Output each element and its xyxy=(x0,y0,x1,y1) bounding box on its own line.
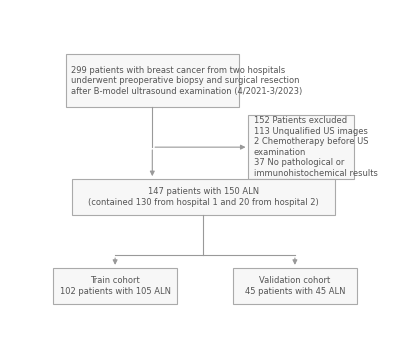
Text: 102 patients with 105 ALN: 102 patients with 105 ALN xyxy=(60,287,171,296)
Text: underwent preoperative biopsy and surgical resection: underwent preoperative biopsy and surgic… xyxy=(71,76,300,85)
FancyBboxPatch shape xyxy=(248,115,354,179)
Text: 152 Patients excluded: 152 Patients excluded xyxy=(254,116,347,125)
FancyBboxPatch shape xyxy=(66,54,239,107)
FancyBboxPatch shape xyxy=(72,179,335,215)
Text: Train cohort: Train cohort xyxy=(90,276,140,285)
Text: immunohistochemical results: immunohistochemical results xyxy=(254,169,378,178)
FancyBboxPatch shape xyxy=(53,268,177,304)
Text: after B-model ultrasound examination (4/2021-3/2023): after B-model ultrasound examination (4/… xyxy=(71,87,302,96)
Text: Validation cohort: Validation cohort xyxy=(259,276,330,285)
Text: examination: examination xyxy=(254,148,306,157)
Text: 2 Chemotherapy before US: 2 Chemotherapy before US xyxy=(254,138,368,147)
Text: 147 patients with 150 ALN: 147 patients with 150 ALN xyxy=(148,187,259,196)
Text: 299 patients with breast cancer from two hospitals: 299 patients with breast cancer from two… xyxy=(71,66,285,75)
Text: 45 patients with 45 ALN: 45 patients with 45 ALN xyxy=(245,287,345,296)
Text: 37 No pathological or: 37 No pathological or xyxy=(254,158,344,167)
FancyBboxPatch shape xyxy=(233,268,357,304)
Text: 113 Unqualified US images: 113 Unqualified US images xyxy=(254,127,368,136)
Text: (contained 130 from hospital 1 and 20 from hospital 2): (contained 130 from hospital 1 and 20 fr… xyxy=(88,198,319,207)
